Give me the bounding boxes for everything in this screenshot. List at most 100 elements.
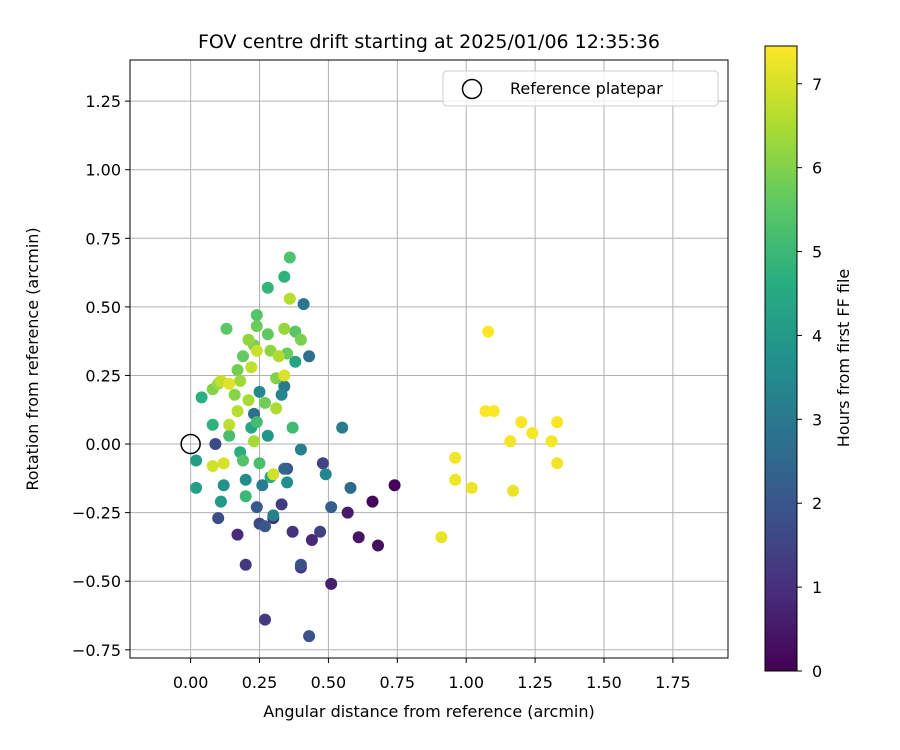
data-point [242, 394, 255, 407]
data-point [190, 481, 203, 494]
data-point [223, 429, 236, 442]
data-point [242, 333, 255, 346]
legend-reference-marker [461, 78, 483, 100]
data-point [278, 322, 291, 335]
data-point [344, 481, 357, 494]
data-point [545, 435, 558, 448]
colorbar-ticks: 0 1 2 3 4 5 6 7 [797, 75, 822, 681]
data-point [294, 558, 307, 571]
data-point [228, 388, 241, 401]
data-point [261, 328, 274, 341]
data-point [212, 512, 225, 525]
data-point [325, 577, 338, 590]
data-point [465, 481, 478, 494]
colorbar-tick-label: 2 [812, 494, 822, 513]
legend: Reference platepar [442, 70, 719, 107]
data-point [190, 454, 203, 467]
data-point [325, 501, 338, 514]
data-point [206, 418, 219, 431]
colorbar-tick-label: 6 [812, 159, 822, 178]
y-tick-label: −0.75 [72, 641, 121, 660]
x-tick-label: 1.50 [586, 673, 622, 692]
data-point [250, 344, 263, 357]
data-point [237, 350, 249, 363]
data-point [245, 361, 258, 374]
data-point [551, 457, 564, 470]
data-point [250, 320, 263, 333]
plot-frame [129, 59, 729, 659]
data-point [297, 298, 310, 311]
data-point [234, 374, 247, 387]
data-point [316, 457, 329, 470]
data-point [256, 479, 269, 492]
colorbar-tick-label: 4 [812, 326, 822, 345]
x-axis-label: Angular distance from reference (arcmin) [263, 702, 594, 721]
data-point [214, 495, 227, 508]
grid-lines [130, 60, 728, 658]
colorbar-tick-label: 7 [812, 75, 822, 94]
y-tick-label: 1.25 [85, 92, 121, 111]
y-axis-label: Rotation from reference (arcmin) [23, 227, 42, 490]
data-point [482, 325, 495, 338]
data-point [267, 509, 280, 522]
data-point [366, 495, 379, 508]
data-point [267, 468, 280, 481]
data-point [515, 416, 528, 429]
data-point [388, 479, 401, 492]
data-points [180, 251, 564, 643]
x-tick-label: 0.25 [242, 673, 278, 692]
data-point [504, 435, 517, 448]
data-point [507, 484, 520, 497]
data-point [372, 539, 384, 552]
data-point [526, 427, 539, 440]
data-point [248, 435, 260, 448]
data-point [294, 443, 307, 456]
data-point [223, 377, 236, 390]
data-point [272, 350, 285, 363]
y-tick-label: 0.00 [85, 435, 121, 454]
data-point [231, 528, 244, 541]
data-point [303, 630, 316, 643]
data-point [305, 534, 318, 546]
data-point [250, 501, 263, 514]
colorbar-tick-label: 0 [812, 662, 822, 681]
data-point [281, 476, 294, 489]
data-point [551, 416, 564, 429]
data-point [259, 396, 271, 409]
data-point [217, 457, 230, 470]
data-point [206, 460, 219, 472]
data-point [352, 531, 365, 544]
data-point [479, 405, 492, 418]
data-point [278, 270, 291, 283]
data-point [259, 613, 271, 626]
data-point [250, 309, 263, 322]
data-point [253, 457, 266, 470]
data-point [336, 421, 349, 434]
data-point [261, 281, 274, 294]
data-point [294, 333, 307, 346]
x-tick-label: 0.00 [173, 673, 209, 692]
data-point [250, 416, 263, 429]
data-point [487, 405, 500, 418]
data-point [217, 479, 230, 492]
x-tick-label: 0.75 [379, 673, 415, 692]
data-point [237, 454, 249, 467]
data-point [303, 350, 316, 363]
y-tick-label: 1.00 [85, 161, 121, 180]
data-point [239, 490, 252, 503]
data-point [239, 473, 252, 486]
data-point [239, 558, 252, 571]
x-axis-ticks: 0.00 0.25 0.50 0.75 1.00 1.25 1.50 1.75 [173, 658, 691, 692]
data-point [314, 525, 327, 538]
data-point [275, 498, 288, 511]
data-point [283, 251, 296, 264]
data-point [223, 418, 236, 431]
data-point [449, 451, 462, 464]
data-point [253, 385, 266, 398]
data-point [195, 391, 208, 404]
data-point [341, 506, 354, 519]
data-point [231, 364, 244, 376]
colorbar-tick-label: 3 [812, 410, 822, 429]
legend-entry-reference: Reference platepar [510, 79, 663, 98]
